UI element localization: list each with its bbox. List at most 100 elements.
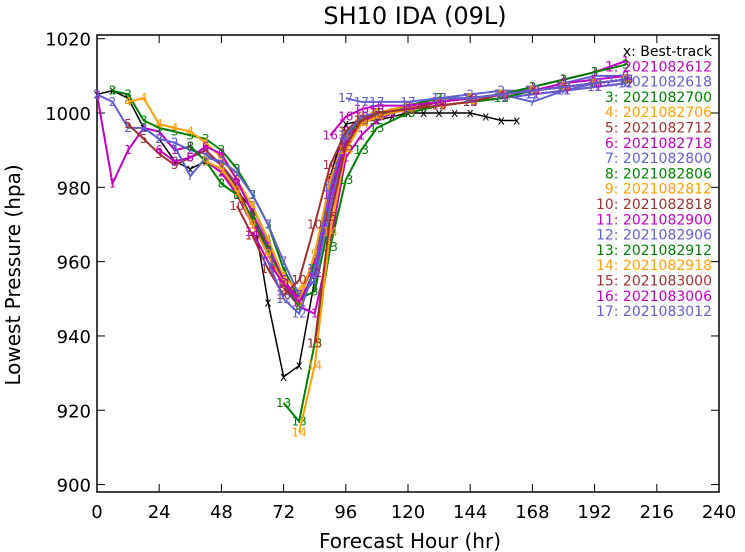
data-point: 2	[466, 87, 474, 101]
chart-title: SH10 IDA (09L)	[323, 2, 506, 30]
legend-entry: 17: 2021083012	[596, 304, 712, 320]
data-point: 15	[338, 139, 353, 153]
data-point: x	[513, 113, 520, 127]
data-point: 3	[311, 284, 319, 298]
legend-entry: 6: 2021082718	[605, 136, 712, 152]
data-point: 14	[292, 426, 307, 440]
data-point: x	[389, 110, 396, 124]
data-point: 7	[264, 217, 272, 231]
data-point: 15	[307, 336, 322, 350]
data-point: x	[467, 106, 474, 120]
data-point: 9	[326, 173, 334, 187]
data-point: 7	[295, 288, 303, 302]
data-point: 9	[311, 247, 319, 261]
data-point: 6	[186, 151, 194, 165]
data-point: 3	[186, 128, 194, 142]
y-tick-label: 1020	[45, 30, 91, 51]
data-point: 17	[463, 91, 478, 105]
data-point: 12	[307, 262, 322, 276]
data-point: 15	[354, 113, 369, 127]
data-point: 8	[264, 243, 272, 257]
data-point: 12	[292, 307, 307, 321]
data-point: x	[482, 110, 489, 124]
data-point: 8	[249, 210, 257, 224]
data-point: x	[436, 106, 443, 120]
data-point: 1	[218, 165, 226, 179]
data-point: 2	[497, 84, 505, 98]
data-point: 1	[311, 307, 319, 321]
x-axis: 0 24 48 72 96 120 144 168 192 216 240	[91, 35, 736, 523]
data-point: 13	[323, 240, 338, 254]
data-point: 11	[292, 296, 307, 310]
data-point: 17	[494, 87, 509, 101]
data-point: 17	[354, 95, 369, 109]
data-point: x	[296, 359, 303, 373]
data-point: 5	[202, 143, 210, 157]
data-point: 1	[186, 139, 194, 153]
data-point: 3	[233, 162, 241, 176]
legend-entry: 3: 2021082700	[605, 90, 712, 106]
plot-area: 0 24 48 72 96 120 144 168 192 216 240 900920940960…	[45, 30, 736, 523]
data-point: 7	[171, 139, 179, 153]
x-tick-label: 24	[148, 502, 171, 523]
data-point: 15	[323, 210, 338, 224]
x-axis-title: Forecast Hour (hr)	[319, 529, 501, 552]
data-point: x	[187, 162, 194, 176]
data-point: x	[498, 113, 505, 127]
data-point: 4	[202, 136, 210, 150]
data-point: 2	[140, 121, 148, 135]
data-point: 2	[264, 236, 272, 250]
data-point: 9	[233, 184, 241, 198]
legend-entry: x: Best-track	[623, 44, 713, 60]
data-point: x	[280, 370, 287, 384]
data-point: 12	[323, 180, 338, 194]
data-point: 13	[354, 143, 369, 157]
x-tick-label: 72	[272, 502, 295, 523]
legend-entry: 11: 2021082900	[596, 212, 712, 228]
data-point: 6	[233, 173, 241, 187]
data-point: 3	[202, 132, 210, 146]
data-point: 5	[140, 132, 148, 146]
data-point: 4	[622, 73, 630, 87]
data-point: 11	[245, 225, 260, 239]
data-point: 10	[323, 158, 338, 172]
series-forecast-17: 17 17 17 17 17 17 17 17 17 17 17	[338, 73, 633, 109]
data-point: x	[420, 106, 427, 120]
data-point: 2	[171, 136, 179, 150]
data-point: 16	[323, 128, 338, 142]
data-point: 14	[307, 359, 322, 373]
data-point: 17	[556, 80, 571, 94]
data-point: 1	[109, 177, 117, 191]
y-tick-label: 920	[57, 401, 91, 422]
data-point: 7	[233, 165, 241, 179]
data-point: 4	[280, 270, 288, 284]
data-point: 16	[354, 102, 369, 116]
legend-entry: 16: 2021083006	[596, 289, 712, 305]
data-point: 13	[276, 396, 291, 410]
data-point: 6	[202, 139, 210, 153]
data-point: 3	[280, 262, 288, 276]
data-point: 8	[186, 139, 194, 153]
data-point: 12	[260, 255, 275, 269]
data-point: 4	[140, 91, 148, 105]
y-axis: 900 920 940 960 980 1000 1020	[45, 30, 719, 497]
legend-entry: 2: 2021082618	[605, 75, 712, 91]
series-line	[173, 78, 626, 297]
data-point: 7	[202, 151, 210, 165]
data-point: 2	[186, 143, 194, 157]
data-point: 11	[307, 266, 322, 280]
data-point: 6	[171, 154, 179, 168]
data-point: x	[264, 296, 271, 310]
data-point: 1	[373, 113, 381, 127]
data-point: 4	[155, 117, 163, 131]
data-point: 6	[264, 240, 272, 254]
data-point: 6	[311, 255, 319, 269]
data-point: 6	[591, 73, 599, 87]
data-point: 9	[202, 154, 210, 168]
series-line	[96, 89, 517, 379]
data-point: 17	[431, 91, 446, 105]
data-point: 4	[124, 95, 132, 109]
